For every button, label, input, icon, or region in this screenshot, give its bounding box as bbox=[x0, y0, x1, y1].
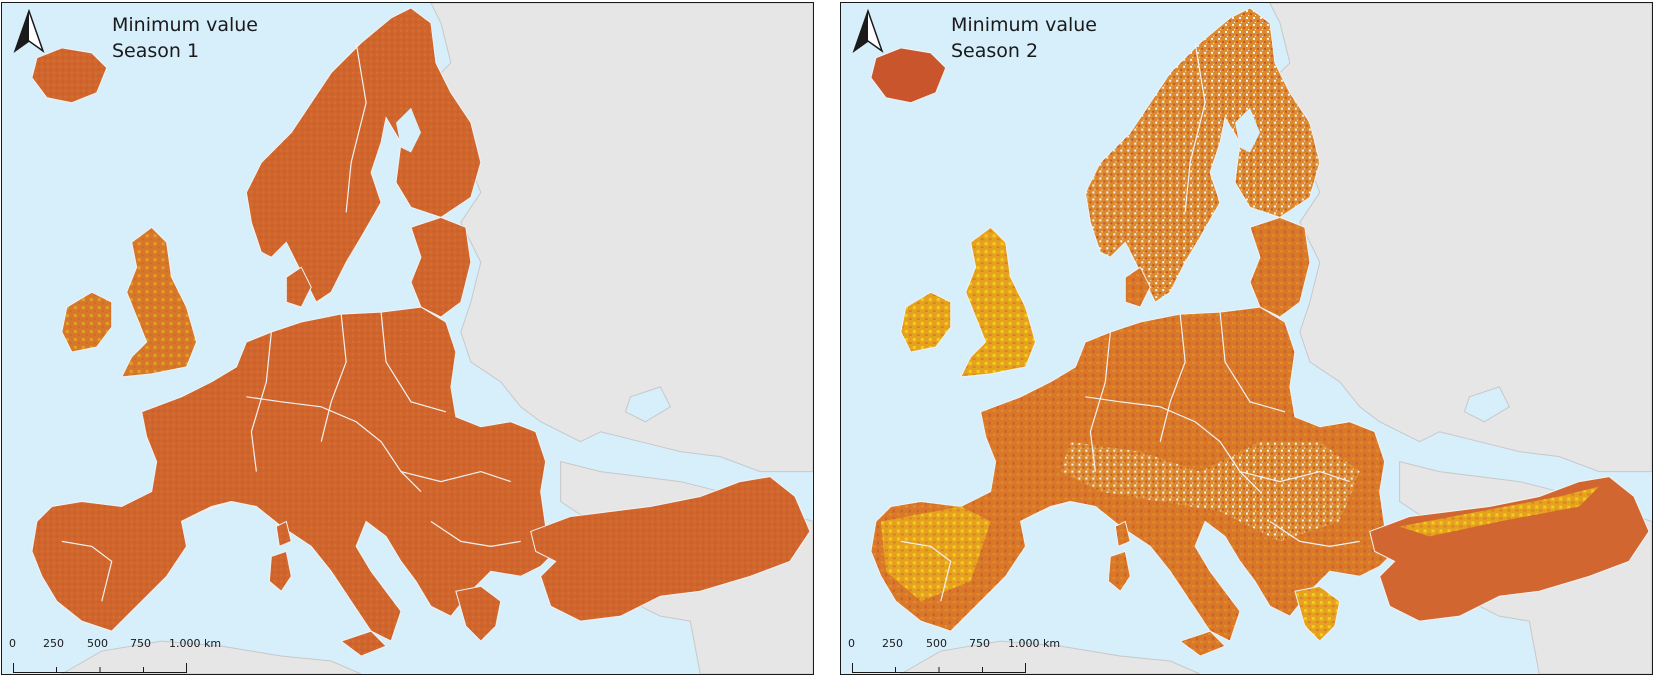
title-line-1: Minimum value bbox=[951, 14, 1097, 36]
country-borders bbox=[900, 42, 1360, 602]
map-canvas bbox=[841, 3, 1652, 674]
scale-tick-250: 250 bbox=[882, 637, 903, 650]
scale-tick-1000: 1.000 km bbox=[1008, 637, 1061, 650]
scale-tick-750: 750 bbox=[969, 637, 990, 650]
scale-tick-750: 750 bbox=[130, 637, 151, 650]
scale-bar: 0 250 500 750 1.000 km bbox=[848, 637, 1060, 673]
scale-line bbox=[13, 663, 187, 673]
map-title: Minimum value Season 2 bbox=[951, 12, 1097, 64]
north-arrow-icon bbox=[13, 9, 45, 53]
scale-tick-0: 0 bbox=[848, 637, 855, 650]
scale-line bbox=[852, 663, 1026, 673]
scale-tick-1000: 1.000 km bbox=[169, 637, 222, 650]
map-panel-season-2: Minimum value Season 2 0 250 500 750 1.0… bbox=[840, 2, 1653, 675]
map-panel-season-1: Minimum value Season 1 0 250 500 750 1.0… bbox=[1, 2, 814, 675]
north-arrow-icon bbox=[852, 9, 884, 53]
scale-tick-500: 500 bbox=[926, 637, 947, 650]
scale-bar: 0 250 500 750 1.000 km bbox=[9, 637, 221, 673]
title-line-2: Season 1 bbox=[112, 40, 200, 62]
title-line-1: Minimum value bbox=[112, 14, 258, 36]
scale-tick-0: 0 bbox=[9, 637, 16, 650]
country-borders bbox=[61, 42, 521, 602]
study-area-raster bbox=[870, 7, 1650, 657]
scale-tick-500: 500 bbox=[87, 637, 108, 650]
title-line-2: Season 2 bbox=[951, 40, 1039, 62]
study-area-raster bbox=[31, 7, 811, 657]
map-title: Minimum value Season 1 bbox=[112, 12, 258, 64]
map-canvas bbox=[2, 3, 813, 674]
scale-tick-250: 250 bbox=[43, 637, 64, 650]
